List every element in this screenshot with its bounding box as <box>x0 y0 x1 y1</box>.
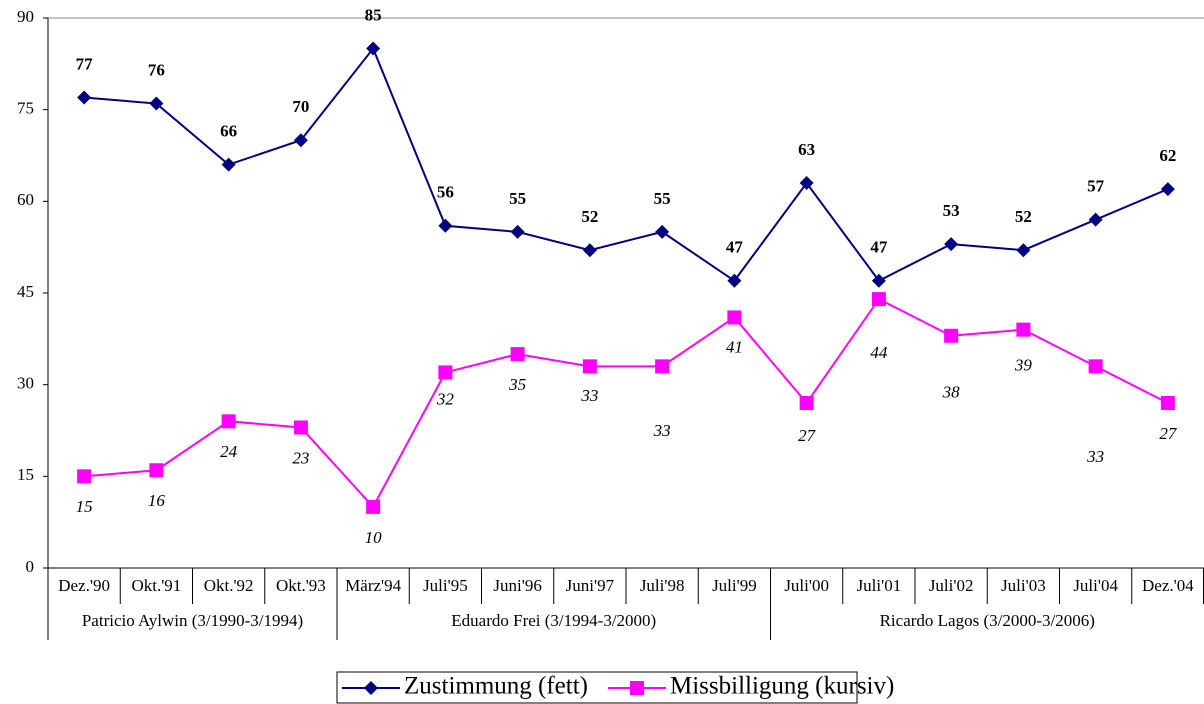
data-point <box>582 243 597 258</box>
y-tick-label: 0 <box>26 557 35 576</box>
data-point <box>655 359 670 374</box>
data-point <box>366 41 381 56</box>
data-point <box>221 414 236 429</box>
data-label: 10 <box>365 528 383 547</box>
data-point <box>77 90 92 105</box>
group-label: Patricio Aylwin (3/1990-3/1994) <box>82 611 303 630</box>
y-tick-label: 30 <box>17 374 34 393</box>
data-point <box>1088 359 1103 374</box>
data-label: 55 <box>654 189 671 208</box>
x-tick-label: Juni'96 <box>493 576 541 595</box>
data-label: 33 <box>1086 447 1104 466</box>
data-label: 27 <box>1159 424 1178 443</box>
data-point <box>510 347 525 362</box>
x-tick-label: Juli'01 <box>857 576 902 595</box>
x-tick-label: März'94 <box>345 576 401 595</box>
group-label: Eduardo Frei (3/1994-3/2000) <box>451 611 656 630</box>
legend-marker <box>630 681 644 695</box>
data-point <box>438 365 453 380</box>
data-point <box>77 469 92 484</box>
data-label: 15 <box>76 497 93 516</box>
data-label: 27 <box>798 426 817 445</box>
data-label: 52 <box>1015 207 1032 226</box>
x-tick-label: Juni'97 <box>566 576 615 595</box>
data-label: 52 <box>581 207 598 226</box>
data-point <box>727 310 742 325</box>
data-label: 70 <box>292 97 309 116</box>
x-tick-label: Dez.'90 <box>58 576 110 595</box>
data-label: 38 <box>942 383 961 402</box>
x-tick-label: Juli'02 <box>929 576 974 595</box>
data-point <box>221 157 236 172</box>
y-tick-label: 90 <box>17 7 34 26</box>
x-tick-label: Juli'03 <box>1001 576 1046 595</box>
x-tick-label: Okt.'92 <box>204 576 254 595</box>
x-tick-label: Dez.'04 <box>1142 576 1194 595</box>
data-label: 32 <box>436 389 455 408</box>
y-tick-label: 75 <box>17 99 34 118</box>
data-point <box>366 499 381 514</box>
data-label: 85 <box>365 5 382 24</box>
x-tick-label: Juli'00 <box>784 576 829 595</box>
data-label: 35 <box>508 375 526 394</box>
data-point <box>1088 212 1103 227</box>
data-label: 77 <box>76 54 94 73</box>
legend-label: Missbilligung (kursiv) <box>670 673 894 700</box>
data-label: 33 <box>653 421 671 440</box>
data-label: 53 <box>943 201 960 220</box>
data-label: 66 <box>220 122 237 141</box>
legend-box <box>336 671 858 704</box>
data-point <box>510 224 525 239</box>
data-label: 41 <box>726 337 743 356</box>
legend-marker <box>364 681 378 695</box>
group-label: Ricardo Lagos (3/2000-3/2006) <box>880 611 1095 630</box>
y-tick-label: 60 <box>17 190 34 209</box>
x-tick-label: Juli'95 <box>423 576 468 595</box>
series-line <box>84 46 1169 283</box>
data-point <box>727 273 742 288</box>
data-point <box>438 218 453 233</box>
data-label: 44 <box>870 343 888 362</box>
y-tick-label: 15 <box>17 465 34 484</box>
data-label: 33 <box>580 386 598 405</box>
data-point <box>944 328 959 343</box>
data-point <box>799 396 814 410</box>
data-point <box>871 292 886 307</box>
data-point <box>1016 322 1031 337</box>
y-tick-label: 45 <box>17 282 34 301</box>
data-point <box>944 237 959 252</box>
data-label: 47 <box>870 238 888 257</box>
data-label: 39 <box>1014 356 1033 375</box>
legend-label: Zustimmung (fett) <box>404 673 588 700</box>
data-point <box>1160 396 1175 410</box>
data-label: 55 <box>509 189 526 208</box>
data-point <box>582 359 597 374</box>
data-point <box>1160 182 1175 197</box>
x-tick-label: Juli'98 <box>640 576 685 595</box>
data-label: 56 <box>437 183 454 202</box>
data-label: 24 <box>220 442 238 461</box>
data-point <box>149 96 164 111</box>
data-point <box>799 176 814 190</box>
data-label: 57 <box>1087 177 1105 196</box>
x-tick-label: Juli'99 <box>712 576 757 595</box>
series-line <box>84 297 1169 509</box>
data-label: 62 <box>1159 146 1176 165</box>
x-tick-label: Okt.'93 <box>276 576 326 595</box>
data-label: 63 <box>798 140 815 159</box>
data-label: 76 <box>148 60 165 79</box>
data-point <box>149 463 164 478</box>
x-tick-label: Okt.'91 <box>131 576 181 595</box>
data-point <box>1016 243 1031 258</box>
data-label: 16 <box>148 491 166 510</box>
data-label: 47 <box>726 238 744 257</box>
x-tick-label: Juli'04 <box>1073 576 1118 595</box>
data-point <box>655 224 670 239</box>
data-point <box>293 420 308 435</box>
data-point <box>871 273 886 288</box>
data-point <box>293 133 308 148</box>
data-label: 23 <box>292 448 309 467</box>
